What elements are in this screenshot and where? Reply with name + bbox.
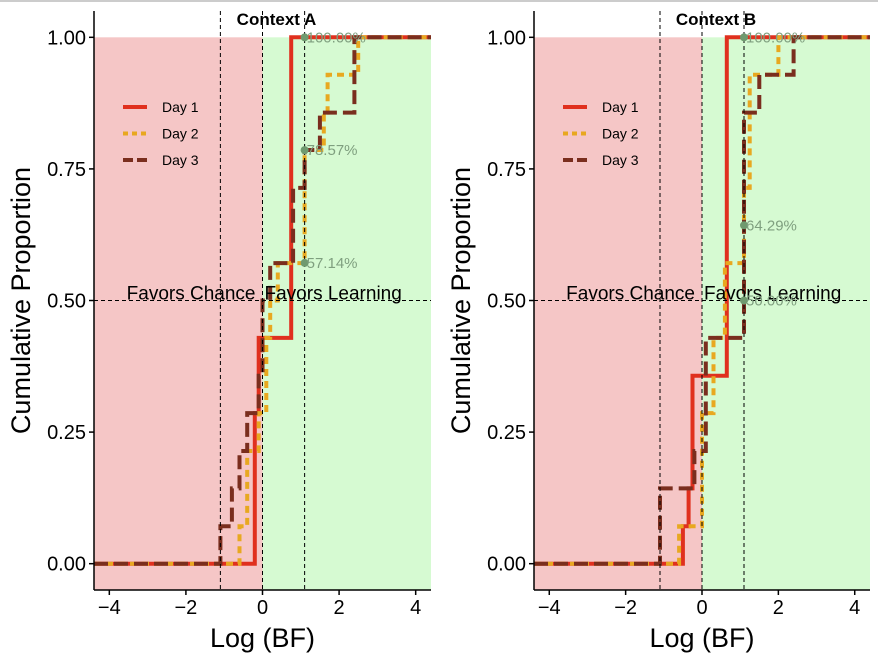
- y-tick-label: 0.75: [487, 159, 526, 181]
- legend-label: Day 1: [162, 99, 199, 115]
- legend-label: Day 1: [602, 99, 639, 115]
- region-favors-chance: [534, 37, 702, 591]
- annotation-label: 50.00%: [746, 293, 797, 310]
- legend: Day 1 Day 2 Day 3: [563, 99, 639, 168]
- x-tick-label: −2: [175, 597, 198, 619]
- x-tick-label: 2: [334, 597, 345, 619]
- y-tick-label: 1.00: [47, 27, 86, 49]
- legend-label: Day 2: [602, 126, 639, 142]
- y-tick-label: 0.50: [47, 291, 86, 313]
- y-tick-label: 0.25: [47, 422, 86, 444]
- y-axis-title: Cumulative Proportion: [446, 167, 476, 434]
- y-tick-label: 0.00: [487, 554, 526, 576]
- chart-title: Context B: [676, 10, 756, 29]
- legend: Day 1 Day 2 Day 3: [123, 99, 199, 168]
- x-tick-label: 4: [849, 597, 860, 619]
- y-tick-label: 0.00: [47, 554, 86, 576]
- region-label: Favors Learning: [704, 284, 841, 305]
- chart-title: Context A: [237, 10, 317, 29]
- region-favors-learning: [262, 37, 431, 591]
- x-tick-label: 0: [257, 597, 268, 619]
- y-axis-title: Cumulative Proportion: [6, 167, 36, 434]
- x-axis-title: Log (BF): [210, 623, 315, 653]
- series-line-day-3: [534, 35, 870, 566]
- x-axis-title: Log (BF): [649, 623, 754, 653]
- annotation-point: [740, 296, 748, 305]
- annotation-point: [740, 33, 748, 42]
- series-line-day-2: [534, 35, 870, 566]
- region-favors-learning: [702, 37, 870, 591]
- chart-panel-1: Favors Chance Favors Learning 57.14% 78.57%…: [6, 10, 431, 653]
- x-tick-label: 2: [773, 597, 784, 619]
- region-label: Favors Chance: [127, 284, 256, 305]
- x-tick-label: 4: [410, 597, 421, 619]
- annotation-label: 100.00%: [307, 29, 366, 46]
- region-label: Favors Learning: [265, 284, 402, 305]
- annotation-point: [300, 258, 309, 267]
- legend-label: Day 3: [602, 152, 639, 168]
- region-label: Favors Chance: [566, 284, 695, 305]
- x-tick-label: −2: [614, 597, 637, 619]
- legend-label: Day 3: [162, 152, 199, 168]
- annotation-point: [740, 221, 748, 230]
- annotation-label: 64.29%: [746, 217, 797, 234]
- annotation-point: [300, 146, 309, 155]
- annotation-label: 100.00%: [746, 29, 805, 46]
- y-tick-label: 0.50: [487, 291, 526, 313]
- series-line-day-3: [94, 35, 431, 566]
- y-tick-label: 0.25: [487, 422, 526, 444]
- y-tick-label: 0.75: [47, 159, 86, 181]
- x-tick-label: −4: [98, 597, 121, 619]
- annotation-label: 78.57%: [307, 142, 358, 159]
- series-line-day-2: [94, 35, 431, 566]
- y-tick-label: 1.00: [487, 27, 526, 49]
- x-tick-label: 0: [696, 597, 707, 619]
- annotation-label: 57.14%: [307, 255, 358, 272]
- annotation-point: [300, 33, 309, 42]
- region-favors-chance: [94, 37, 263, 591]
- x-tick-label: −4: [538, 597, 561, 619]
- legend-label: Day 2: [162, 126, 199, 142]
